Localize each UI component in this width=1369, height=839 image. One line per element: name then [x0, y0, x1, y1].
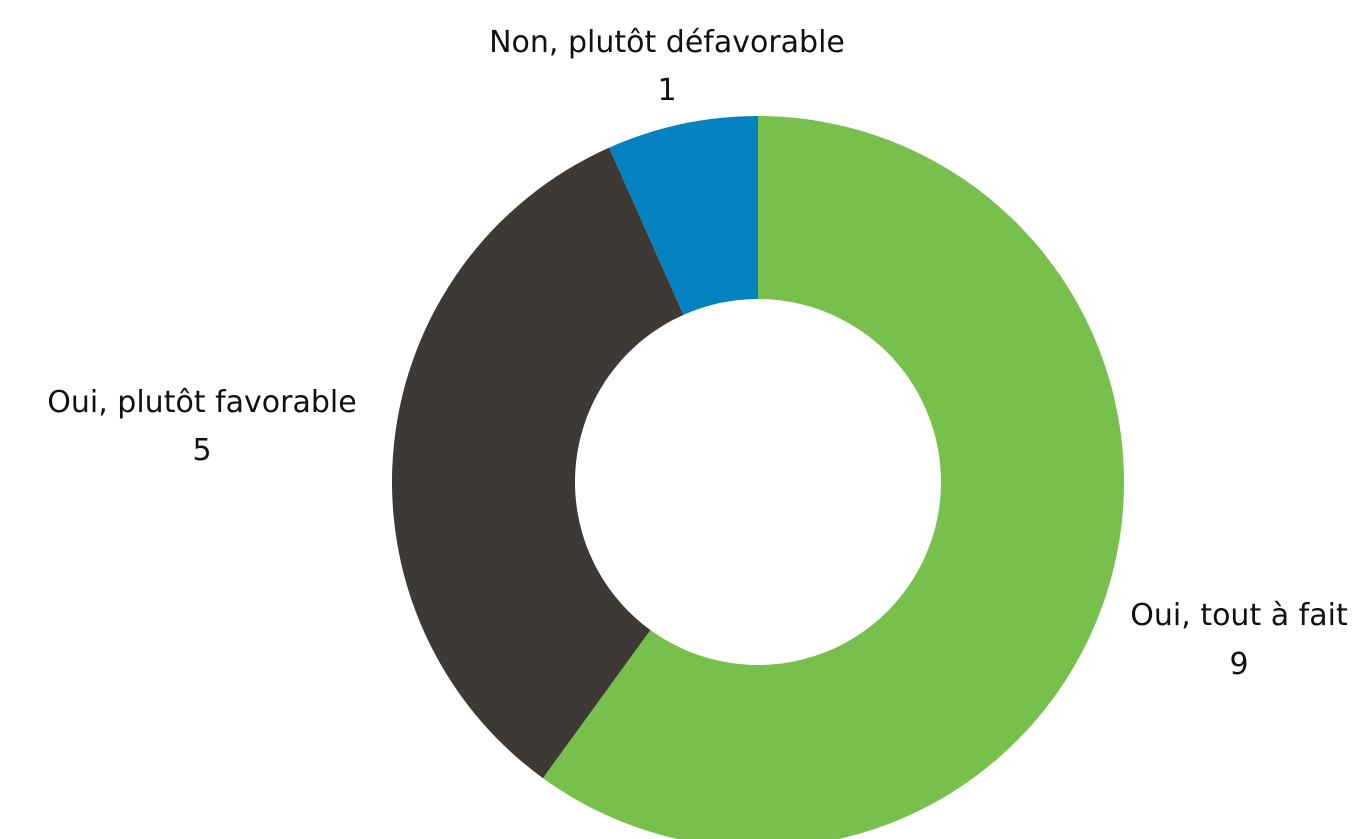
slice-value-non-plutot-defavorable: 1	[657, 73, 676, 108]
slice-oui-plutot-favorable	[392, 147, 684, 779]
slice-label-oui-plutot-favorable: Oui, plutôt favorable	[47, 385, 356, 420]
slice-label-group-non-plutot-defavorable: Non, plutôt défavorable 1	[489, 25, 845, 108]
slice-label-group-oui-plutot-favorable: Oui, plutôt favorable 5	[47, 385, 356, 468]
slice-label-oui-tout-a-fait: Oui, tout à fait	[1130, 598, 1348, 633]
slice-label-non-plutot-defavorable: Non, plutôt défavorable	[489, 25, 845, 60]
slice-oui-tout-a-fait	[542, 116, 1124, 839]
slice-value-oui-plutot-favorable: 5	[192, 433, 211, 468]
slice-value-oui-tout-a-fait: 9	[1229, 647, 1248, 682]
slice-label-group-oui-tout-a-fait: Oui, tout à fait 9	[1130, 598, 1348, 682]
donut-slices	[392, 116, 1124, 839]
slice-non-plutot-defavorable	[609, 116, 758, 315]
slice-labels: Non, plutôt défavorable 1 Oui, plutôt fa…	[47, 25, 1348, 682]
